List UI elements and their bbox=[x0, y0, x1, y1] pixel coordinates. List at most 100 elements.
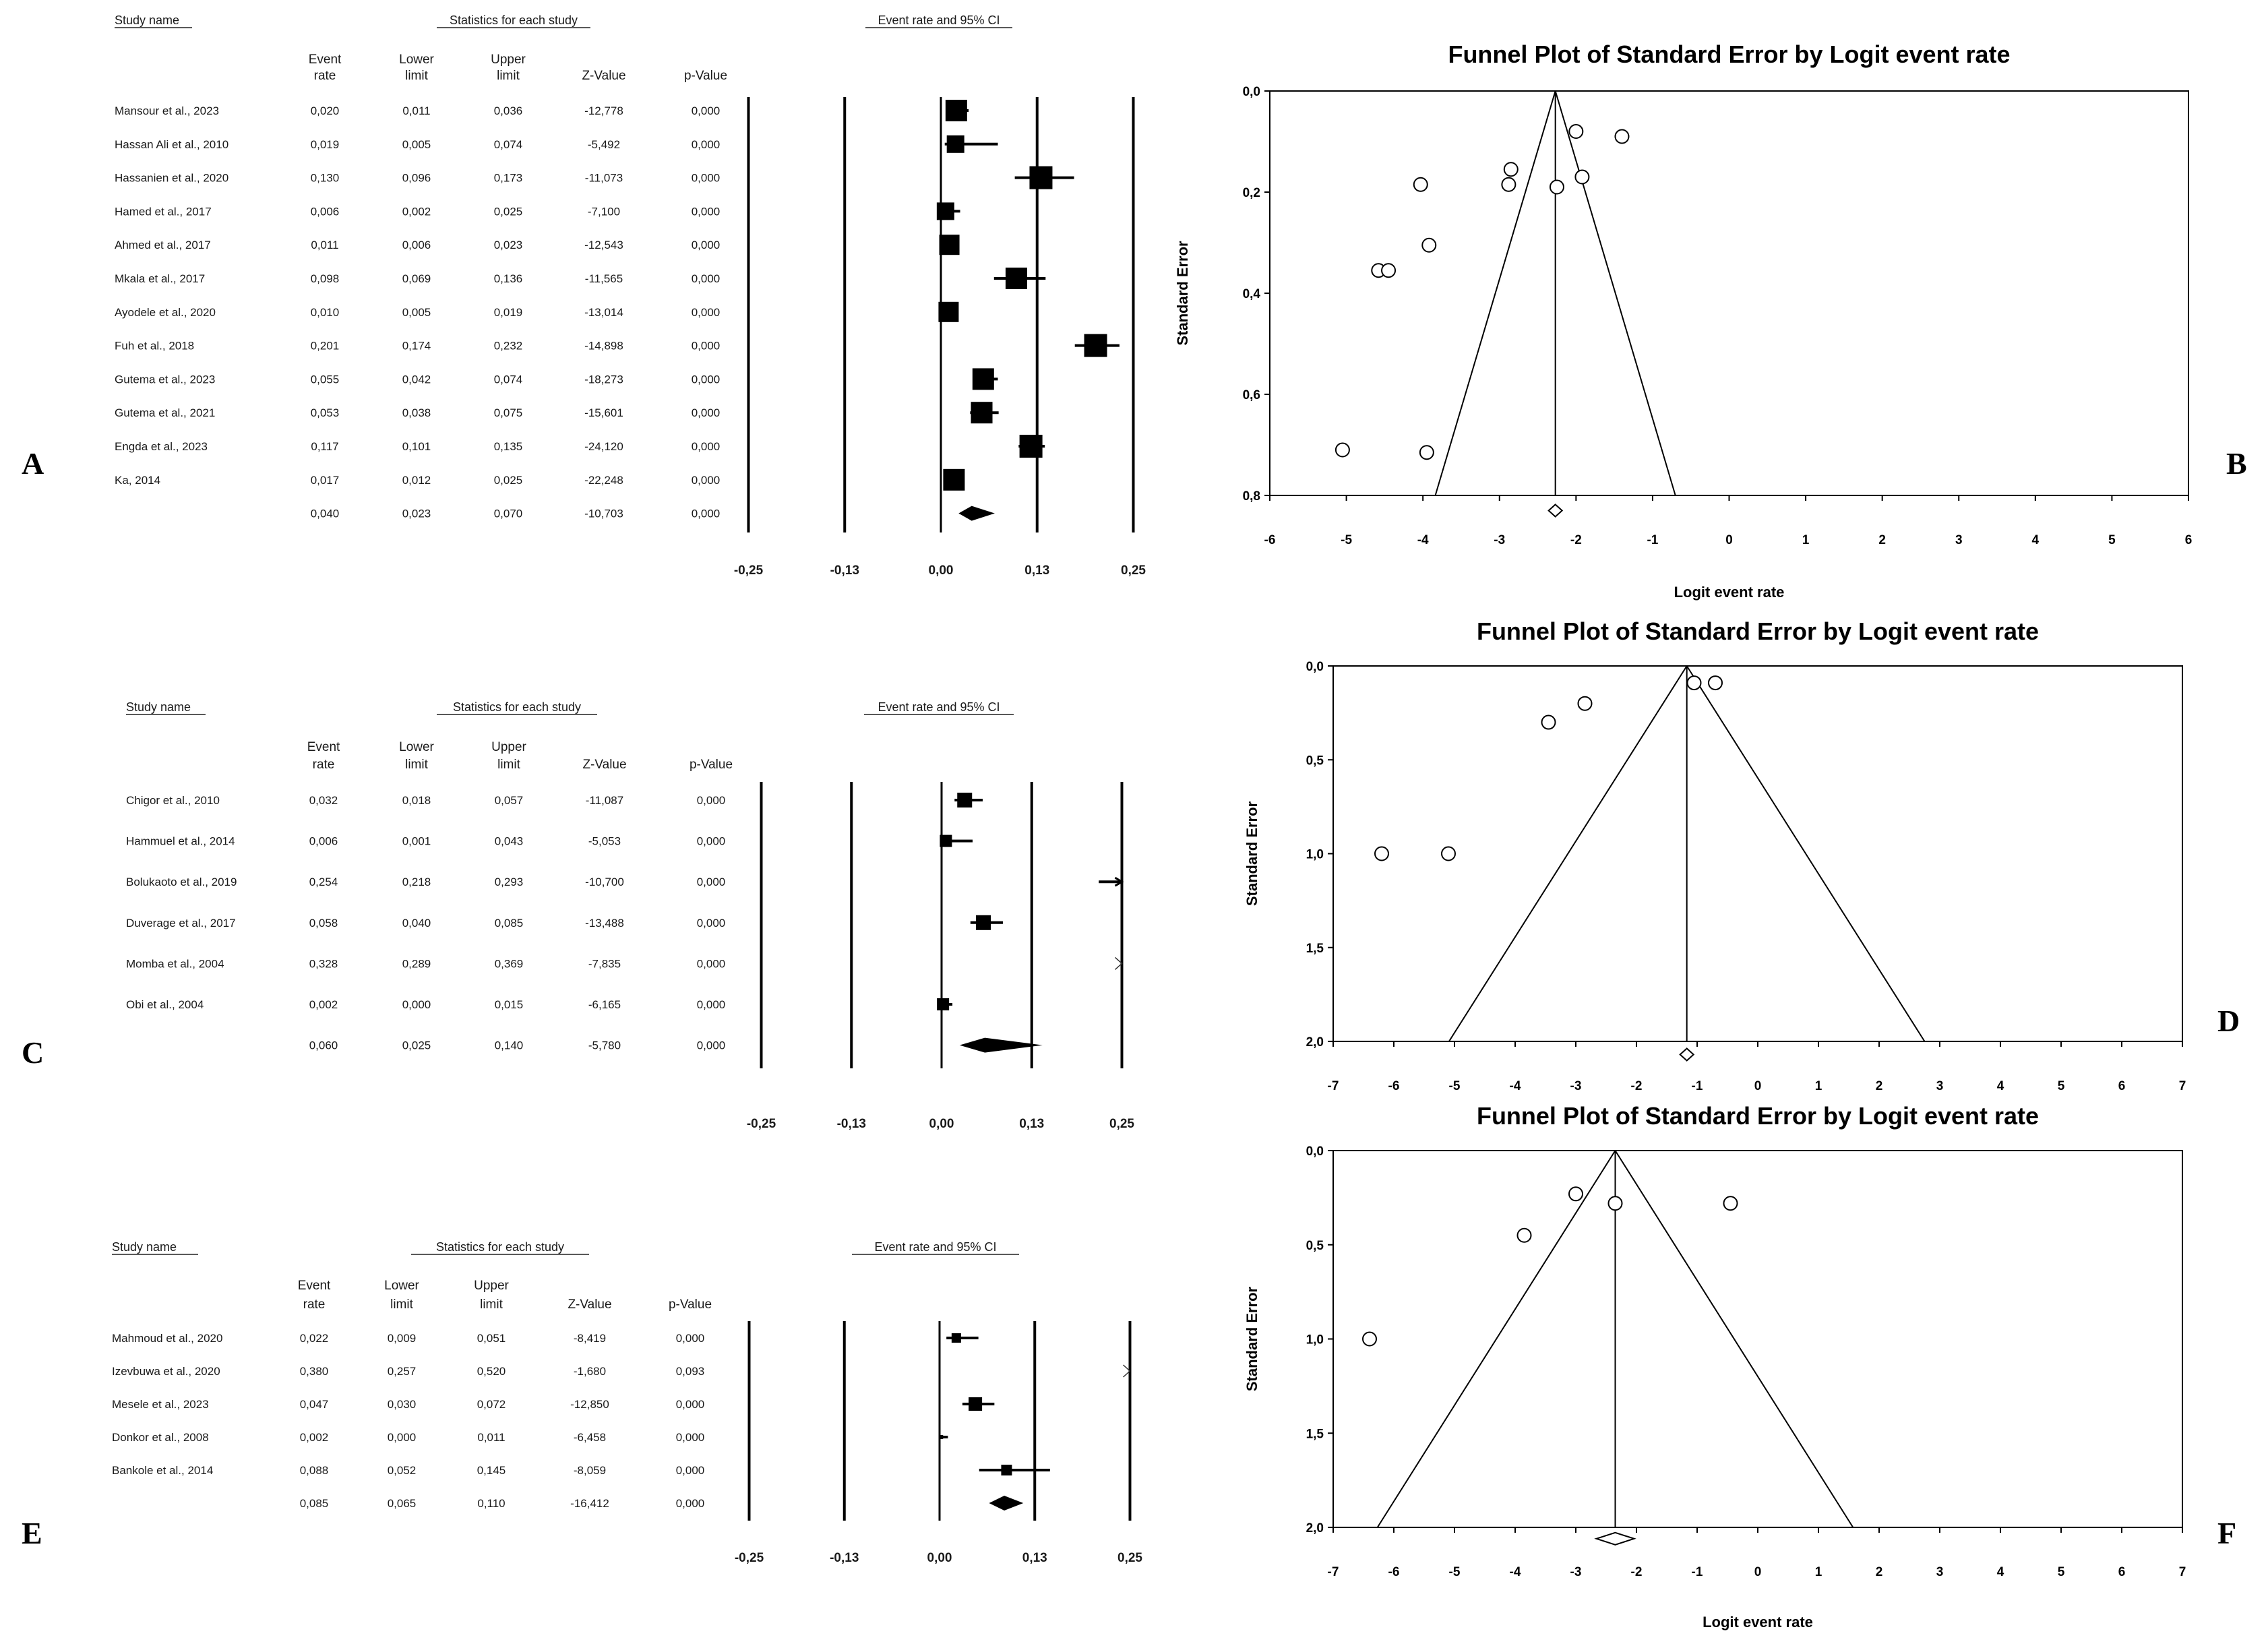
study-point bbox=[1607, 1196, 1623, 1211]
plot-frame bbox=[1332, 1150, 2183, 1528]
x-tick-label: 1 bbox=[1815, 1079, 1822, 1093]
upper-limit-value: 0,173 bbox=[494, 172, 523, 185]
event-rate-value: 0,060 bbox=[309, 1039, 338, 1052]
z-value: -1,680 bbox=[574, 1365, 606, 1378]
study-point bbox=[1574, 169, 1590, 185]
p-value: 0,000 bbox=[692, 138, 721, 151]
lower-limit-value: 0,018 bbox=[402, 794, 431, 807]
y-tick-label: 0,0 bbox=[1243, 85, 1260, 99]
x-tick-label: 6 bbox=[2185, 533, 2193, 547]
p-value: 0,000 bbox=[692, 172, 721, 185]
event-rate-value: 0,254 bbox=[309, 876, 338, 888]
upper-limit-value: 0,057 bbox=[495, 794, 524, 807]
point-estimate-square bbox=[936, 202, 954, 220]
event-rate-value: 0,117 bbox=[311, 440, 338, 453]
p-value: 0,093 bbox=[676, 1365, 705, 1378]
study-name: Gutema et al., 2021 bbox=[115, 406, 215, 419]
stats-group-header: Statistics for each study bbox=[436, 1240, 564, 1254]
event-rate-value: 0,088 bbox=[300, 1464, 329, 1477]
funnel-left-line bbox=[1376, 1150, 1616, 1528]
study-name: Hammuel et al., 2014 bbox=[126, 835, 235, 848]
column-header: Z-Value bbox=[582, 758, 626, 772]
p-value: 0,000 bbox=[676, 1431, 705, 1444]
x-tick-label: 0 bbox=[1754, 1079, 1762, 1093]
p-value: 0,000 bbox=[676, 1398, 705, 1411]
x-tick-label: 2 bbox=[1876, 1565, 1883, 1579]
z-value: -7,835 bbox=[588, 957, 621, 970]
study-point bbox=[1568, 124, 1584, 139]
axis-tick-label: -0,25 bbox=[747, 1117, 776, 1131]
event-rate-value: 0,098 bbox=[311, 272, 340, 285]
funnel-left-line bbox=[1448, 665, 1688, 1042]
z-value: -13,488 bbox=[585, 917, 624, 929]
x-tick-label: -6 bbox=[1388, 1565, 1400, 1579]
column-header: Z-Value bbox=[568, 1298, 611, 1312]
x-tick-label: -5 bbox=[1449, 1565, 1461, 1579]
axis-tick-label: -0,25 bbox=[735, 1551, 764, 1565]
event-rate-value: 0,328 bbox=[309, 957, 338, 970]
event-rate-value: 0,002 bbox=[300, 1431, 329, 1444]
upper-limit-value: 0,015 bbox=[495, 998, 524, 1011]
offscale-arrow bbox=[1114, 876, 1124, 887]
lower-limit-value: 0,052 bbox=[388, 1464, 417, 1477]
summary-diamond bbox=[958, 506, 995, 521]
p-value: 0,000 bbox=[697, 917, 726, 929]
lower-limit-value: 0,001 bbox=[402, 835, 431, 848]
axis-tick-label: 0,13 bbox=[1024, 563, 1049, 578]
study-point bbox=[1614, 129, 1630, 144]
p-value: 0,000 bbox=[692, 340, 721, 353]
event-rate-value: 0,010 bbox=[311, 306, 340, 319]
z-value: -16,412 bbox=[570, 1497, 609, 1510]
x-tick-label: -1 bbox=[1647, 533, 1658, 547]
p-value: 0,000 bbox=[697, 794, 726, 807]
y-tick-label: 1,5 bbox=[1306, 1427, 1324, 1441]
column-header: p-Value bbox=[669, 1298, 712, 1312]
funnel-right-line bbox=[1554, 90, 1676, 496]
z-value: -18,273 bbox=[584, 373, 623, 386]
x-tick-label: 6 bbox=[2118, 1079, 2126, 1093]
y-axis-label: Standard Error bbox=[1174, 241, 1191, 346]
upper-limit-value: 0,023 bbox=[494, 239, 523, 251]
lower-limit-value: 0,257 bbox=[388, 1365, 417, 1378]
funnel-plot-b: Funnel Plot of Standard Error by Logit e… bbox=[1174, 40, 2192, 601]
ci-group-header: Event rate and 95% CI bbox=[874, 1240, 996, 1254]
event-rate-value: 0,055 bbox=[311, 373, 340, 386]
study-name: Obi et al., 2004 bbox=[126, 998, 204, 1011]
column-header: Z-Value bbox=[582, 69, 625, 83]
lower-limit-value: 0,000 bbox=[402, 998, 431, 1011]
column-header: Lower bbox=[399, 740, 434, 754]
lower-limit-value: 0,012 bbox=[402, 474, 431, 487]
study-name: Mansour et al., 2023 bbox=[115, 104, 219, 117]
study-point bbox=[1723, 1196, 1738, 1211]
study-name: Hassanien et al., 2020 bbox=[115, 172, 228, 185]
study-point bbox=[1708, 675, 1723, 691]
event-rate-value: 0,085 bbox=[300, 1497, 329, 1510]
y-tick-label: 0,2 bbox=[1243, 186, 1260, 200]
p-value: 0,000 bbox=[697, 876, 726, 888]
stats-group-header: Statistics for each study bbox=[453, 700, 581, 714]
event-rate-value: 0,006 bbox=[309, 835, 338, 848]
study-point bbox=[1441, 846, 1456, 861]
x-tick-label: -7 bbox=[1328, 1565, 1339, 1579]
column-header: p-Value bbox=[684, 69, 727, 83]
point-estimate-square bbox=[940, 834, 952, 847]
study-point bbox=[1374, 846, 1389, 861]
column-header: limit bbox=[405, 758, 428, 772]
summary-diamond bbox=[1547, 504, 1564, 518]
funnel-title: Funnel Plot of Standard Error by Logit e… bbox=[1477, 1102, 2039, 1130]
p-value: 0,000 bbox=[676, 1332, 705, 1345]
z-value: -14,898 bbox=[584, 340, 623, 353]
upper-limit-value: 0,136 bbox=[494, 272, 523, 285]
study-point bbox=[1381, 263, 1397, 278]
point-estimate-square bbox=[945, 100, 967, 121]
funnel-right-line bbox=[1614, 1150, 1854, 1528]
upper-limit-value: 0,293 bbox=[495, 876, 524, 888]
offscale-arrow bbox=[1114, 956, 1123, 970]
study-name-header: Study name bbox=[126, 700, 191, 714]
point-estimate-square bbox=[1084, 334, 1107, 357]
lower-limit-value: 0,009 bbox=[388, 1332, 417, 1345]
z-value: -15,601 bbox=[584, 406, 623, 419]
panel-label-d: D bbox=[2217, 1004, 2240, 1038]
study-point bbox=[1421, 237, 1437, 253]
upper-limit-value: 0,019 bbox=[494, 306, 523, 319]
